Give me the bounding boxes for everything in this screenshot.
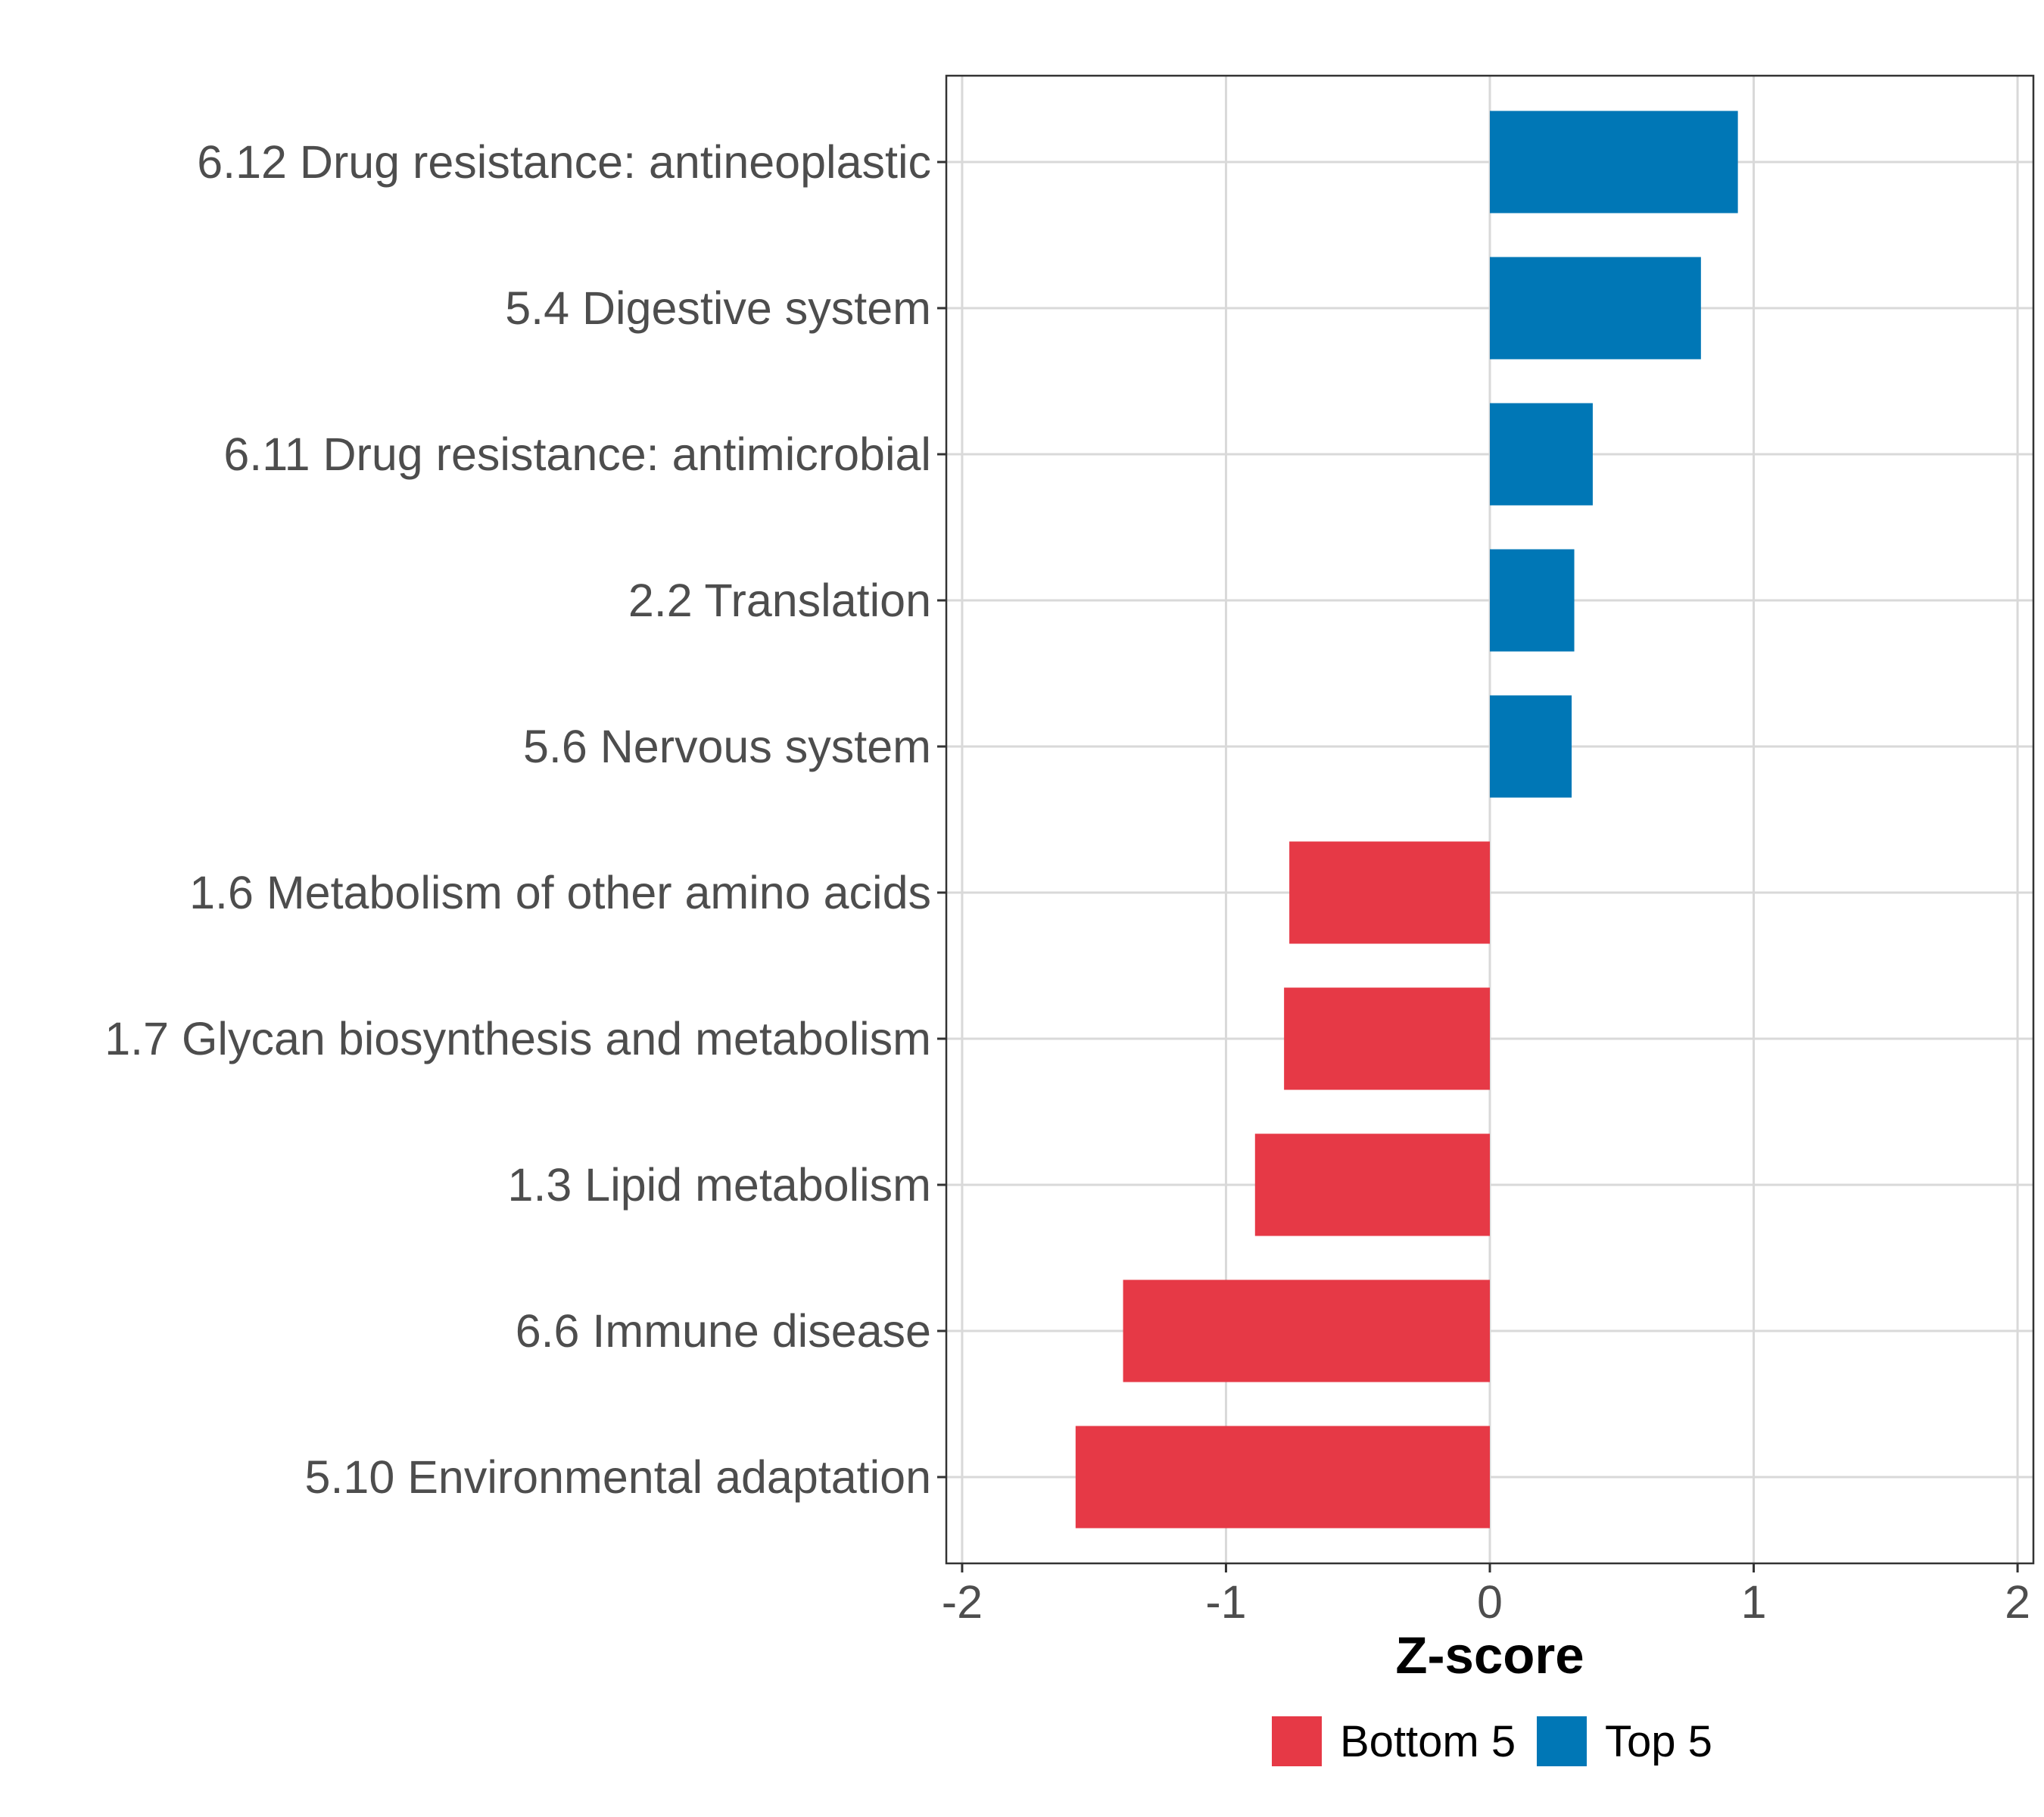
bar-top-5 — [1490, 695, 1572, 798]
x-axis-title: Z-score — [1395, 1626, 1584, 1685]
bar-bottom-6 — [1289, 841, 1490, 944]
legend-label-top-5: Top 5 — [1605, 1717, 1712, 1766]
y-tick-label: 1.6 Metabolism of other amino acids — [189, 867, 931, 918]
y-tick-label: 5.4 Digestive system — [505, 282, 931, 334]
x-tick-label: -1 — [1205, 1576, 1246, 1628]
legend: Bottom 5 Top 5 — [1272, 1716, 1712, 1766]
y-axis-ticks: 6.12 Drug resistance: antineoplastic 5.4 … — [104, 136, 946, 1503]
x-tick-label: -2 — [942, 1576, 983, 1628]
y-tick-label: 5.10 Environmental adaptation — [305, 1451, 931, 1503]
y-tick-label: 6.6 Immune disease — [516, 1305, 931, 1357]
x-tick-label: 2 — [2005, 1576, 2030, 1628]
bar-bottom-9 — [1123, 1279, 1490, 1382]
bar-top-4 — [1490, 549, 1575, 652]
legend-label-bottom-5: Bottom 5 — [1340, 1717, 1516, 1766]
x-axis-ticks: -2 -1 0 1 2 — [942, 1563, 2030, 1628]
y-tick-label: 1.7 Glycan biosynthesis and metabolism — [104, 1013, 931, 1064]
x-tick-label: 0 — [1477, 1576, 1503, 1628]
y-tick-label: 5.6 Nervous system — [523, 721, 931, 772]
bar-top-1 — [1490, 111, 1738, 213]
bar-top-2 — [1490, 257, 1701, 360]
bar-bottom-8 — [1254, 1133, 1490, 1236]
legend-key-bottom-5 — [1272, 1716, 1322, 1766]
x-tick-label: 1 — [1741, 1576, 1767, 1628]
y-tick-label: 6.11 Drug resistance: antimicrobial — [223, 429, 931, 480]
bar-bottom-7 — [1284, 987, 1490, 1090]
y-tick-label: 1.3 Lipid metabolism — [508, 1159, 931, 1211]
y-tick-label: 6.12 Drug resistance: antineoplastic — [197, 136, 931, 188]
bars-group — [1075, 111, 1738, 1529]
bar-top-3 — [1490, 403, 1593, 506]
bar-bottom-10 — [1075, 1426, 1490, 1529]
y-tick-label: 2.2 Translation — [628, 575, 931, 626]
legend-key-top-5 — [1537, 1716, 1587, 1766]
